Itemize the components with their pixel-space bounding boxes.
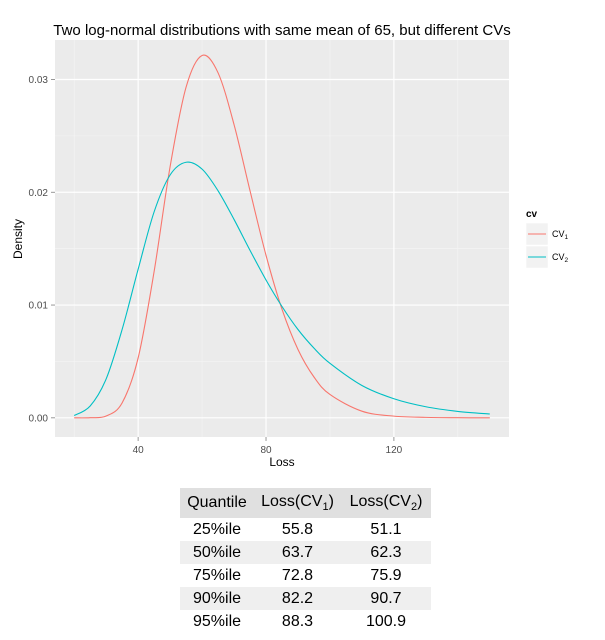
legend-label: CV1: [552, 229, 569, 241]
table-cell: 90.7: [341, 587, 431, 610]
table-cell: 55.8: [281, 520, 314, 538]
table-cell: 72.8: [281, 566, 314, 584]
table-row: 75%ile 72.8 75.9: [180, 564, 431, 587]
y-tick-label: 0.02: [29, 188, 49, 199]
table-row: 25%ile 55.8 51.1: [180, 518, 431, 541]
density-chart: Two log-normal distributions with same m…: [11, 22, 569, 469]
table-cell: 50%ile: [180, 541, 254, 564]
series-line-cv1: [74, 54, 490, 419]
table-cell: 63.7: [254, 541, 341, 564]
table-cell: 51.1: [370, 520, 402, 538]
x-tick-label: 40: [133, 445, 145, 456]
chart-title: Two log-normal distributions with same m…: [53, 22, 510, 39]
x-axis-label: Loss: [269, 455, 294, 469]
table-cell: 88.3: [281, 612, 314, 630]
table-header-cell: Loss(CV2): [341, 488, 431, 518]
table-header-row: Quantile Loss(CV1) Loss(CV2): [180, 488, 431, 518]
y-tick-label: 0.03: [29, 75, 49, 86]
y-tick-label: 0.01: [29, 301, 49, 312]
table-cell: 25%ile: [192, 520, 242, 538]
table-row: 95%ile 88.3 100.9: [180, 610, 431, 633]
table-cell: 95%ile: [192, 612, 242, 630]
table-cell: 62.3: [341, 541, 431, 564]
x-tick-label: 80: [260, 445, 272, 456]
table-header-cell: Quantile: [180, 488, 254, 518]
plot-panel: [55, 40, 509, 437]
table-cell: 90%ile: [180, 587, 254, 610]
table-body: 25%ile 55.8 51.1 50%ile 63.7 62.3 75%ile 72.8 75…: [180, 518, 431, 633]
quantile-table: Quantile Loss(CV1) Loss(CV2) 25%ile 55.8 51.…: [180, 488, 431, 633]
legend: cv CV1 CV2: [525, 209, 569, 269]
y-axis-label: Density: [11, 219, 25, 259]
table-cell: 75.9: [370, 566, 402, 584]
x-axis-ticks: 40 80 120: [133, 437, 403, 456]
grid-lines: [55, 40, 509, 437]
table-cell: 82.2: [254, 587, 341, 610]
series-line-cv2: [73, 161, 490, 417]
x-tick-label: 120: [386, 445, 403, 456]
table-row: 90%ile 82.2 90.7: [180, 587, 431, 610]
series-lines: [73, 54, 490, 419]
table-cell: 75%ile: [192, 566, 242, 584]
y-axis-ticks: 0.00 0.01 0.02 0.03: [29, 75, 55, 424]
table-header-cell: Loss(CV1): [254, 488, 341, 518]
table-cell: 100.9: [365, 612, 407, 630]
legend-label: CV2: [552, 252, 569, 264]
legend-title: cv: [526, 209, 538, 220]
legend-items: CV1 CV2: [525, 222, 569, 269]
table-row: 50%ile 63.7 62.3: [180, 541, 431, 564]
y-tick-label: 0.00: [29, 413, 49, 424]
